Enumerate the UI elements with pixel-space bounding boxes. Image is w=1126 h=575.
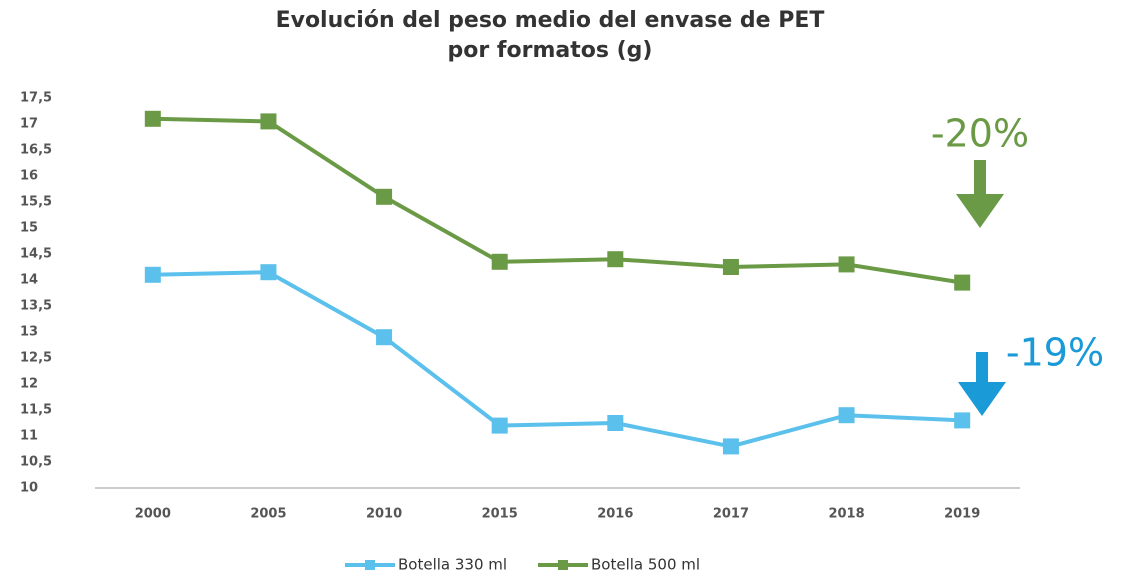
legend-label: Botella 500 ml: [591, 556, 700, 574]
point-marker: [954, 412, 971, 429]
point-marker: [376, 329, 393, 346]
legend-swatch-marker: [558, 560, 568, 570]
y-tick-label: 15: [20, 221, 38, 236]
point-marker: [260, 113, 277, 130]
point-marker: [491, 417, 508, 434]
legend-label: Botella 330 ml: [398, 556, 507, 574]
point-marker: [838, 256, 855, 273]
x-tick-label: 2016: [597, 507, 633, 522]
y-tick-label: 14,5: [20, 247, 52, 262]
point-marker: [491, 253, 508, 270]
y-tick-label: 16: [20, 169, 38, 184]
y-tick-label: 12: [20, 377, 38, 392]
x-tick-label: 2018: [828, 507, 864, 522]
point-marker: [607, 415, 624, 431]
point-marker: [376, 188, 393, 205]
point-marker: [144, 266, 161, 283]
annotation: -19%: [1006, 331, 1104, 375]
series-line: [152, 270, 963, 449]
annotation-arrow-head: [956, 194, 1004, 228]
x-tick-label: 2010: [366, 507, 402, 522]
y-tick-label: 12,5: [20, 351, 52, 366]
x-tick-label: 2019: [944, 507, 980, 522]
annotation: -20%: [931, 112, 1029, 156]
y-tick-label: 14: [20, 273, 38, 288]
annotation-arrow-shaft: [974, 160, 986, 200]
y-tick-label: 16,5: [20, 143, 52, 158]
x-tick-label: 2015: [482, 507, 518, 522]
y-tick-label: 11: [20, 429, 38, 444]
point-marker: [607, 251, 624, 268]
y-tick-label: 15,5: [20, 195, 52, 210]
annotation-arrow-shaft: [976, 352, 988, 388]
series-line: [152, 116, 963, 285]
y-tick-label: 11,5: [20, 403, 52, 418]
y-tick-label: 17: [20, 117, 38, 132]
x-tick-label: 2017: [713, 507, 749, 522]
x-tick-label: 2005: [250, 507, 286, 522]
x-tick-label: 2000: [135, 507, 171, 522]
y-tick-label: 17,5: [20, 91, 52, 106]
point-marker: [144, 110, 161, 127]
point-marker: [260, 264, 277, 281]
chart-title: Evolución del peso medio del envase de P…: [275, 8, 825, 63]
y-tick-label: 10,5: [20, 455, 52, 470]
annotation-arrow-head: [958, 382, 1006, 416]
y-tick-label: 13,5: [20, 299, 52, 314]
point-marker: [722, 438, 739, 455]
y-tick-label: 13: [20, 325, 38, 340]
legend-swatch-marker: [365, 560, 375, 570]
point-marker: [722, 259, 739, 275]
y-tick-label: 10: [20, 481, 38, 496]
point-marker: [838, 407, 855, 424]
point-marker: [954, 274, 971, 291]
